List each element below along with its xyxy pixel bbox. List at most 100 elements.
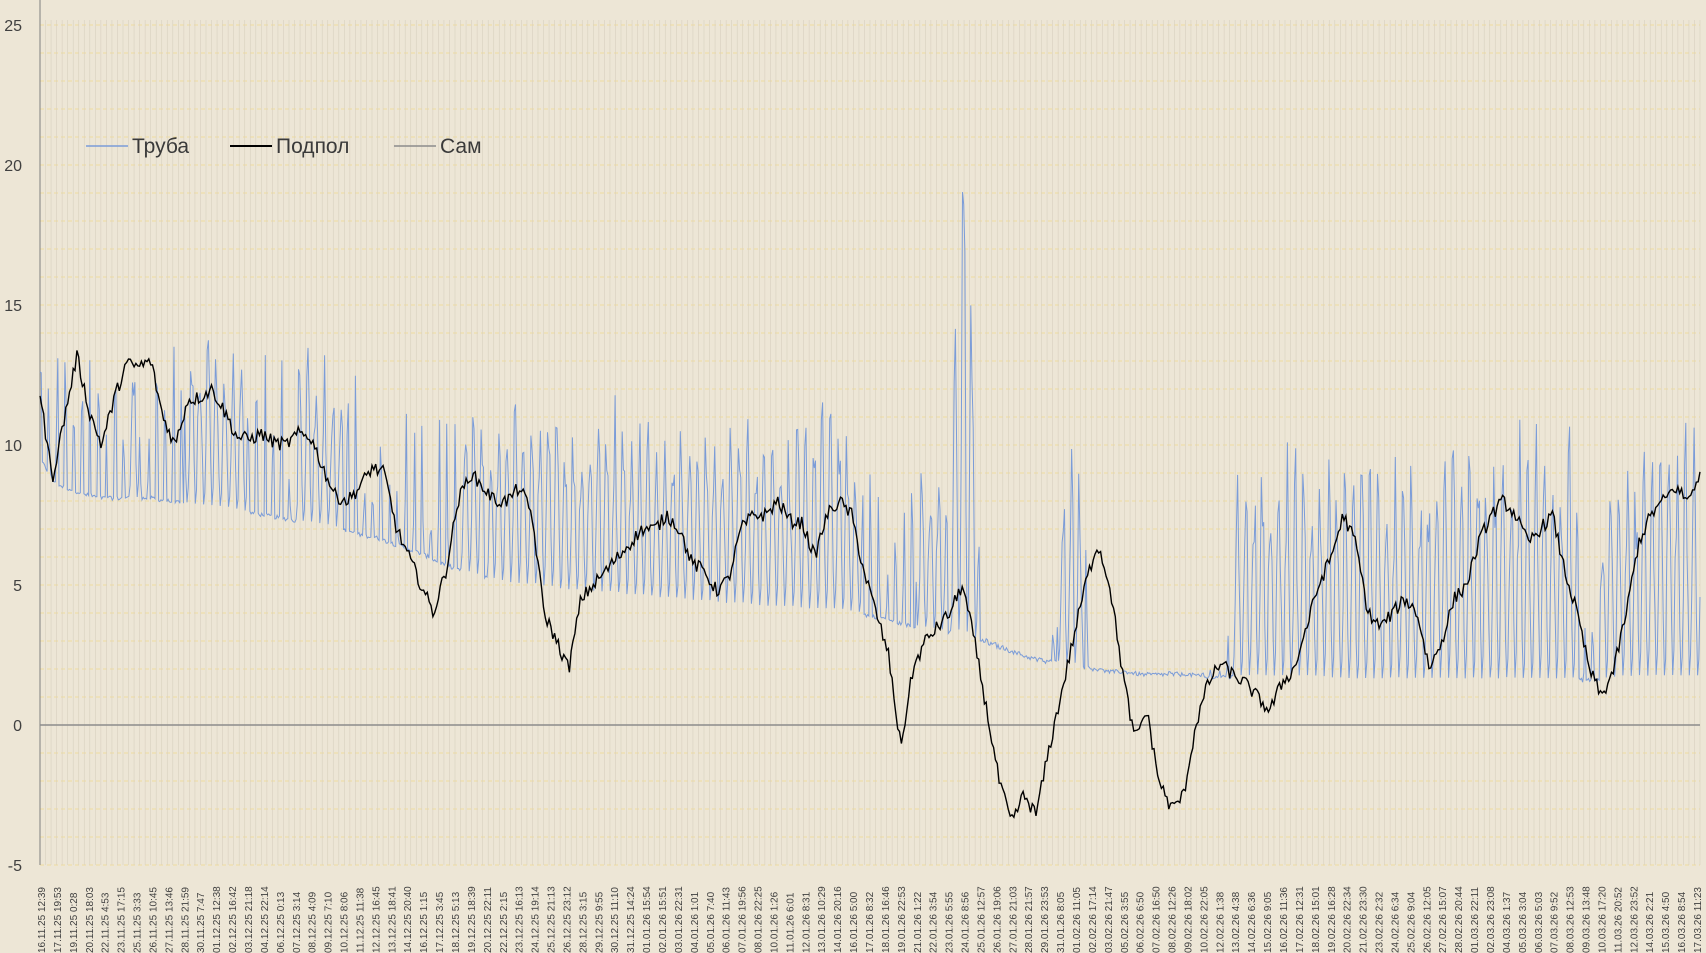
- x-tick-label: 12.01.26 8:31: [801, 891, 812, 953]
- x-tick-label: 22.11.25 4:53: [101, 892, 112, 953]
- x-tick-label: 06.01.26 11:43: [722, 887, 733, 953]
- x-tick-label: 10.01.26 1:26: [769, 891, 780, 953]
- x-tick-label: 27.02.26 15:07: [1438, 886, 1449, 953]
- x-tick-label: 10.02.26 22:05: [1199, 886, 1210, 953]
- x-tick-label: 25.01.26 12:57: [976, 886, 987, 953]
- y-tick-label: 10: [4, 438, 22, 455]
- x-tick-label: 07.01.26 19:56: [738, 886, 749, 953]
- x-tick-label: 06.02.26 6:50: [1136, 891, 1147, 953]
- x-tick-label: 27.01.26 21:03: [1008, 886, 1019, 953]
- x-tick-label: 26.11.25 10:45: [148, 887, 159, 953]
- x-tick-label: 22.01.26 3:54: [929, 891, 940, 953]
- x-tick-label: 09.12.25 7:10: [324, 891, 335, 953]
- y-tick-label: 0: [13, 718, 22, 735]
- x-tick-label: 17.01.26 8:32: [865, 891, 876, 953]
- vertical-gridlines: [39, 20, 1701, 865]
- series-layer: [39, 192, 1701, 819]
- x-tick-label: 09.02.26 18:02: [1183, 886, 1194, 953]
- x-tick-label: 14.02.26 6:36: [1247, 891, 1258, 953]
- x-tick-label: 21.02.26 23:30: [1359, 886, 1370, 953]
- x-tick-label: 20.02.26 22:34: [1343, 886, 1354, 953]
- x-tick-label: 16.12.25 1:15: [419, 891, 430, 953]
- x-tick-label: 12.02.26 1:38: [1215, 891, 1226, 953]
- legend-label-podpol: Подпол: [276, 135, 349, 158]
- x-tick-label: 10.12.25 8:06: [340, 891, 351, 953]
- x-tick-label: 28.02.26 20:44: [1454, 886, 1465, 953]
- x-tick-label: 19.01.26 22:53: [897, 886, 908, 953]
- x-tick-label: 30.12.25 11:10: [610, 887, 621, 953]
- x-tick-label: 07.12.25 3:14: [292, 891, 303, 953]
- x-tick-label: 05.02.26 3:55: [1120, 891, 1131, 953]
- x-tick-label: 29.12.25 9:55: [594, 891, 605, 953]
- x-tick-label: 14.03.26 2:21: [1645, 891, 1656, 953]
- x-tick-label: 02.03.26 23:08: [1486, 886, 1497, 953]
- x-tick-label: 31.12.25 14:24: [626, 886, 637, 953]
- x-tick-label: 04.12.25 22:14: [260, 886, 271, 953]
- x-tick-label: 19.02.26 16:28: [1327, 886, 1338, 953]
- x-tick-label: 02.01.26 15:51: [658, 886, 669, 953]
- x-tick-label: 24.12.25 19:14: [531, 886, 542, 953]
- x-tick-label: 11.01.26 6:01: [785, 892, 796, 953]
- x-tick-label: 14.12.25 20:40: [403, 886, 414, 953]
- x-tick-label: 31.01.26 8:05: [1056, 891, 1067, 953]
- x-tick-label: 15.02.26 9:05: [1263, 891, 1274, 953]
- legend: Труба Подпол Сам: [86, 135, 482, 158]
- x-tick-label: 08.03.26 12:53: [1566, 886, 1577, 953]
- x-tick-label: 23.12.25 16:13: [515, 886, 526, 953]
- y-tick-label: 20: [4, 158, 22, 175]
- x-tick-label: 03.01.26 22:31: [674, 886, 685, 953]
- x-tick-label: 18.12.25 5:13: [451, 891, 462, 953]
- x-tick-label: 05.01.26 7:40: [706, 891, 717, 953]
- x-tick-label: 24.02.26 6:34: [1390, 891, 1401, 953]
- x-tick-label: 11.12.25 11:38: [355, 887, 366, 953]
- x-tick-label: 01.01.26 15:54: [642, 886, 653, 953]
- x-tick-label: 25.02.26 9:04: [1406, 891, 1417, 953]
- x-tick-label: 13.01.26 10:29: [817, 886, 828, 953]
- x-tick-label: 02.02.26 17:14: [1088, 886, 1099, 953]
- x-tick-label: 30.11.25 7:47: [196, 892, 207, 953]
- x-tick-label: 23.02.26 2:32: [1375, 891, 1386, 953]
- legend-label-truba: Труба: [132, 135, 189, 158]
- x-tick-label: 08.01.26 22:25: [754, 886, 765, 953]
- x-tick-label: 23.01.26 5:55: [945, 891, 956, 953]
- x-tick-label: 18.02.26 15:01: [1311, 886, 1322, 953]
- x-tick-label: 07.03.26 9:52: [1550, 891, 1561, 953]
- x-tick-label: 13.02.26 4:38: [1231, 891, 1242, 953]
- x-tick-label: 16.01.26 5:00: [849, 891, 860, 953]
- y-tick-label: 5: [13, 578, 22, 595]
- x-tick-label: 26.12.25 23:12: [562, 886, 573, 953]
- x-tick-label: 28.01.26 21:57: [1024, 886, 1035, 953]
- x-tick-label: 06.12.25 0:13: [276, 891, 287, 953]
- x-tick-label: 06.03.26 5:03: [1534, 891, 1545, 953]
- x-tick-label: 25.11.25 3:33: [133, 892, 144, 953]
- x-tick-label: 05.03.26 3:04: [1518, 891, 1529, 953]
- series-line-podpol: [39, 350, 1701, 819]
- x-tick-label: 09.03.26 13:48: [1582, 886, 1593, 953]
- legend-label-sam: Сам: [440, 135, 482, 158]
- x-tick-label: 26.01.26 19:06: [992, 886, 1003, 953]
- x-tick-label: 19.12.25 18:39: [467, 886, 478, 953]
- x-tick-label: 03.02.26 21:47: [1104, 886, 1115, 953]
- x-axis-ticks: 16.11.25 12:39 17.11.25 19:53 19.11.25 0:2…: [37, 886, 1704, 953]
- x-tick-label: 14.01.26 20:16: [833, 886, 844, 953]
- x-tick-label: 01.03.26 22:11: [1470, 887, 1481, 953]
- x-tick-label: 15.03.26 4:50: [1661, 891, 1672, 953]
- x-tick-label: 12.03.26 23:52: [1629, 886, 1640, 953]
- series-line-truba: [39, 192, 1701, 684]
- x-tick-label: 26.02.26 12:05: [1422, 886, 1433, 953]
- x-tick-label: 08.12.25 4:09: [308, 891, 319, 953]
- x-tick-label: 03.12.25 21:18: [244, 886, 255, 953]
- x-tick-label: 19.11.25 0:28: [69, 892, 80, 953]
- x-tick-label: 04.03.26 1:37: [1502, 891, 1513, 953]
- x-tick-label: 17.02.26 12:31: [1295, 886, 1306, 953]
- x-tick-label: 01.02.26 11:05: [1072, 887, 1083, 953]
- x-tick-label: 17.11.25 19:53: [53, 887, 64, 953]
- y-tick-label: -5: [8, 858, 22, 875]
- x-tick-label: 20.12.25 22:11: [483, 887, 494, 953]
- x-tick-label: 21.01.26 1:22: [913, 891, 924, 953]
- x-tick-label: 13.12.25 18:41: [387, 886, 398, 953]
- x-tick-label: 17.12.25 3:45: [435, 891, 446, 953]
- x-tick-label: 28.12.25 3:15: [578, 891, 589, 953]
